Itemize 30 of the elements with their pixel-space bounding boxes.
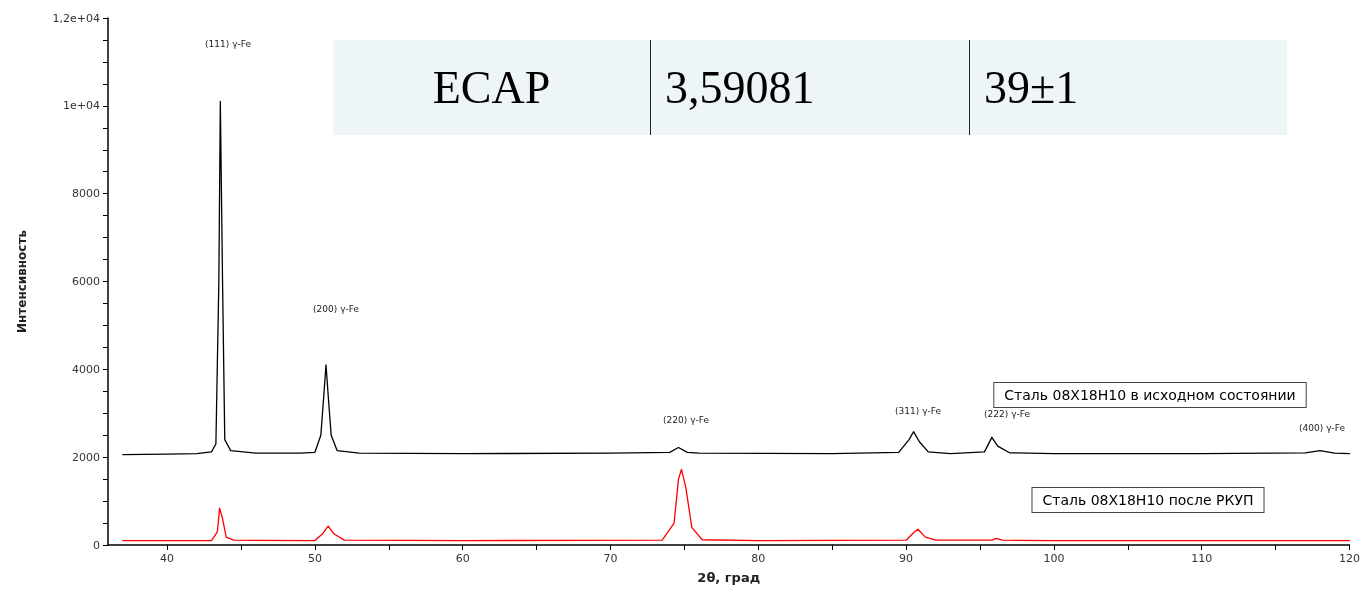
x-tick-label: 40 bbox=[160, 552, 175, 565]
annotation: (220) γ-Fe bbox=[663, 415, 710, 425]
annotation: 3,59081 bbox=[651, 40, 970, 135]
x-axis-title: 2θ, град bbox=[697, 570, 761, 585]
annotation: 39±1 bbox=[983, 61, 1080, 115]
x-tick-label: 100 bbox=[1043, 552, 1065, 565]
y-tick-label: 4000 bbox=[72, 362, 100, 376]
annotation: ECAP bbox=[333, 40, 651, 135]
annotation: (311) γ-Fe bbox=[895, 406, 942, 416]
x-tick-label: 120 bbox=[1339, 552, 1360, 565]
y-tick-label: 6000 bbox=[72, 275, 100, 288]
x-tick-label: 80 bbox=[751, 552, 766, 565]
line-series bbox=[122, 468, 1351, 542]
x-tick-label: 50 bbox=[307, 552, 322, 565]
y-axis-title: Интенсивность bbox=[15, 229, 29, 334]
x-tick-label: 60 bbox=[455, 552, 470, 565]
y-tick-label: 1,2e+04 bbox=[52, 11, 100, 25]
annotation: (222) γ-Fe bbox=[984, 409, 1031, 419]
annotation: (111) γ-Fe bbox=[205, 39, 252, 49]
x-tick-label: 70 bbox=[603, 552, 618, 565]
y-tick-label: 1e+04 bbox=[63, 99, 100, 113]
y-tick-label: 2000 bbox=[72, 450, 100, 464]
annotation: (200) γ-Fe bbox=[313, 304, 360, 314]
x-tick-label: 110 bbox=[1191, 552, 1213, 565]
y-tick-label: 0 bbox=[93, 538, 100, 552]
text: Сталь 08Х18Н10 после РКУП bbox=[1042, 492, 1254, 508]
y-tick-label: 8000 bbox=[72, 187, 100, 201]
x-tick-label: 90 bbox=[899, 552, 914, 565]
text: Сталь 08Х18Н10 в исходном состоянии bbox=[1004, 387, 1296, 403]
annotation: (400) γ-Fe bbox=[1299, 423, 1346, 433]
